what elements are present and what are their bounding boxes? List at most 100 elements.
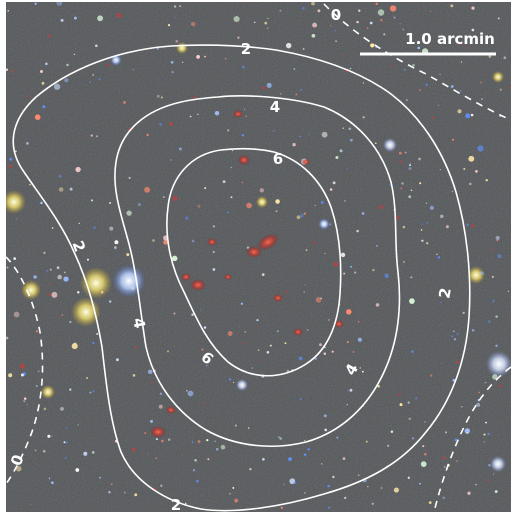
star <box>350 138 353 142</box>
star <box>6 68 9 71</box>
star <box>443 465 446 468</box>
star <box>471 6 475 10</box>
star <box>63 441 66 444</box>
star <box>189 115 192 118</box>
star <box>34 114 41 121</box>
contour-level-0-left <box>6 256 44 485</box>
star <box>49 268 52 271</box>
star <box>47 434 51 438</box>
star <box>424 421 426 423</box>
star <box>77 291 80 294</box>
star <box>61 313 64 316</box>
star <box>432 116 435 119</box>
star <box>269 344 272 347</box>
contour-label-4-left: 4 <box>129 316 149 329</box>
star <box>244 108 246 110</box>
star <box>496 239 499 242</box>
star <box>497 17 500 20</box>
star <box>257 326 259 328</box>
star <box>134 345 137 349</box>
star <box>335 156 339 159</box>
star <box>399 22 401 25</box>
star <box>459 90 462 92</box>
star <box>366 27 369 29</box>
star <box>182 61 184 63</box>
star <box>57 274 63 280</box>
star <box>259 188 264 193</box>
star <box>266 27 269 30</box>
contour-label-2-top: 2 <box>241 40 251 58</box>
star <box>56 2 63 6</box>
star <box>471 328 475 332</box>
bright-blue-star <box>112 264 146 298</box>
star <box>460 61 463 63</box>
star <box>253 21 256 24</box>
star <box>323 352 327 356</box>
star <box>89 81 92 84</box>
star <box>190 21 196 27</box>
star <box>349 388 353 392</box>
star <box>33 275 37 279</box>
star <box>445 225 449 229</box>
star <box>29 184 31 186</box>
star <box>419 89 421 91</box>
bright-yellow-star <box>492 71 504 83</box>
star <box>40 201 43 205</box>
star <box>467 491 471 495</box>
star <box>92 74 94 76</box>
star <box>280 93 282 95</box>
star <box>132 69 134 71</box>
star <box>46 270 49 272</box>
star <box>378 204 383 210</box>
star <box>196 55 200 59</box>
star <box>134 493 138 497</box>
star <box>401 182 404 185</box>
star <box>346 340 349 344</box>
star <box>421 223 424 225</box>
star <box>339 149 343 153</box>
star <box>19 363 25 369</box>
star <box>20 373 24 377</box>
star <box>147 369 153 375</box>
star <box>35 330 38 333</box>
star <box>66 63 69 67</box>
star <box>425 83 428 86</box>
contour-label-6-top: 6 <box>273 150 283 168</box>
star <box>320 201 324 204</box>
star <box>34 2 37 5</box>
scale-bar: 1.0 arcmin <box>360 30 496 56</box>
star <box>464 428 471 434</box>
star <box>175 40 179 43</box>
star <box>376 244 378 247</box>
star <box>64 441 68 444</box>
star <box>197 113 199 116</box>
star <box>196 479 199 483</box>
star <box>430 374 433 377</box>
star <box>411 350 414 353</box>
star <box>402 260 405 263</box>
star <box>495 344 498 348</box>
star <box>312 241 316 245</box>
star <box>314 357 317 360</box>
star <box>314 204 316 207</box>
star <box>370 43 375 48</box>
star <box>404 151 407 154</box>
star <box>187 390 194 397</box>
bright-white-star <box>490 456 506 472</box>
star <box>420 59 422 62</box>
star <box>224 57 227 60</box>
star <box>421 239 424 242</box>
star <box>7 9 10 12</box>
star <box>293 481 297 484</box>
star <box>23 400 26 403</box>
star <box>42 105 46 109</box>
star <box>303 284 306 286</box>
star <box>170 159 172 161</box>
star <box>488 464 491 467</box>
star <box>241 181 244 184</box>
star <box>92 390 95 393</box>
star <box>408 164 412 167</box>
star <box>336 436 339 439</box>
star <box>399 403 403 407</box>
star <box>418 157 421 161</box>
